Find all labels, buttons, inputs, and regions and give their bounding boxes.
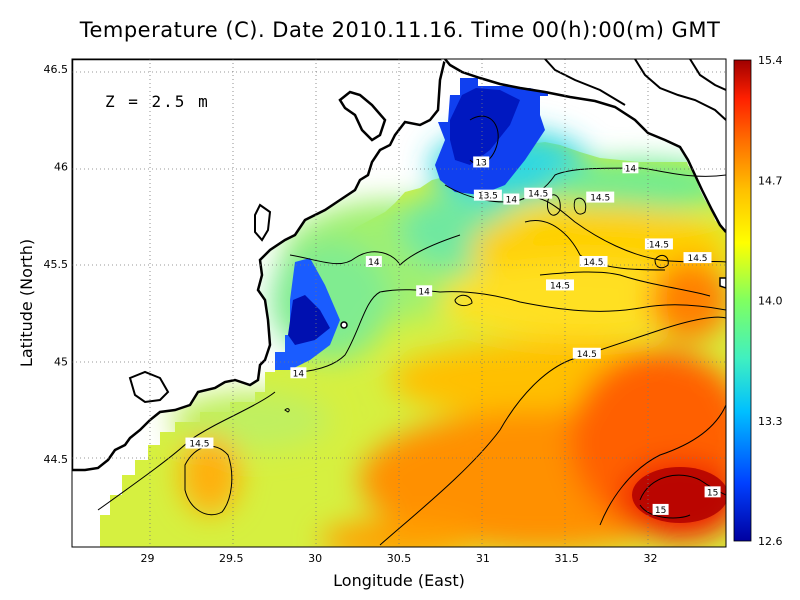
contour-label: 13 <box>473 156 490 168</box>
contour-label: 15 <box>704 486 721 498</box>
contour-label: 14.5 <box>572 347 601 360</box>
contour-label: 14 <box>290 367 307 379</box>
x-axis: 29 29.5 30 30.5 31 31.5 32 <box>140 552 657 565</box>
contour-label: 15 <box>652 503 669 516</box>
contour-label: 14.5 <box>644 238 673 250</box>
y-tick-label: 46.5 <box>44 63 69 76</box>
svg-text:13.5: 13.5 <box>478 192 498 202</box>
svg-text:14.5: 14.5 <box>583 258 603 268</box>
chart-title: Temperature (C). Date 2010.11.16. Time 0… <box>79 18 721 42</box>
depth-label: Z = 2.5 m <box>105 92 210 111</box>
svg-text:14.5: 14.5 <box>687 254 707 264</box>
x-tick-label: 30 <box>308 552 322 565</box>
svg-text:15: 15 <box>707 488 718 498</box>
svg-text:14.5: 14.5 <box>590 194 610 204</box>
y-tick-label: 45.5 <box>44 258 69 271</box>
contour-label: 14 <box>365 256 382 268</box>
svg-text:13: 13 <box>475 158 486 168</box>
colorbar: 15.4 14.7 14.0 13.3 12.6 <box>733 54 783 548</box>
x-tick-label: 31 <box>476 552 490 565</box>
contour-label: 14.5 <box>545 279 574 291</box>
contour-label: 14 <box>503 193 520 206</box>
svg-text:15: 15 <box>655 506 666 516</box>
svg-text:14.5: 14.5 <box>649 240 669 250</box>
svg-text:14.5: 14.5 <box>528 190 548 200</box>
colorbar-tick-label: 13.3 <box>758 415 783 428</box>
contour-label: 14.5 <box>524 187 553 200</box>
svg-text:14: 14 <box>418 287 430 297</box>
y-tick-label: 45 <box>54 356 68 369</box>
svg-text:14: 14 <box>625 164 637 174</box>
svg-text:14: 14 <box>506 196 518 206</box>
y-tick-label: 44.5 <box>44 453 69 466</box>
svg-text:14: 14 <box>293 369 305 379</box>
y-tick-label: 46 <box>54 160 68 173</box>
contour-label: 13.5 <box>473 189 502 202</box>
svg-text:14.5: 14.5 <box>550 281 570 291</box>
svg-text:14.5: 14.5 <box>577 350 597 360</box>
x-tick-label: 29 <box>140 552 154 565</box>
colorbar-tick-label: 15.4 <box>758 54 783 67</box>
contour-lines <box>97 115 726 546</box>
x-tick-label: 31.5 <box>554 552 579 565</box>
contour-label: 14.5 <box>185 437 214 450</box>
x-tick-label: 29.5 <box>219 552 244 565</box>
y-axis: 44.5 45 45.5 46 46.5 <box>44 63 69 466</box>
temperature-field <box>100 78 726 547</box>
plot-frame <box>71 58 727 548</box>
x-tick-label: 30.5 <box>387 552 412 565</box>
svg-text:14: 14 <box>368 258 380 268</box>
colorbar-tick-label: 14.7 <box>758 174 783 187</box>
contour-label: 14.5 <box>586 191 615 204</box>
contour-label: 14 <box>416 285 433 297</box>
x-axis-label: Longitude (East) <box>333 571 465 590</box>
grid <box>72 59 726 547</box>
contour-label: 14 <box>622 162 639 174</box>
svg-text:14.5: 14.5 <box>189 440 209 450</box>
contour-label: 14.5 <box>683 252 712 264</box>
contour-label: 14.5 <box>579 256 608 268</box>
coastline <box>72 59 726 472</box>
colorbar-gradient <box>733 59 752 542</box>
colorbar-tick-label: 12.6 <box>758 535 783 548</box>
x-tick-label: 32 <box>644 552 658 565</box>
colorbar-tick-label: 14.0 <box>758 295 783 308</box>
y-axis-label: Latitude (North) <box>17 239 36 367</box>
